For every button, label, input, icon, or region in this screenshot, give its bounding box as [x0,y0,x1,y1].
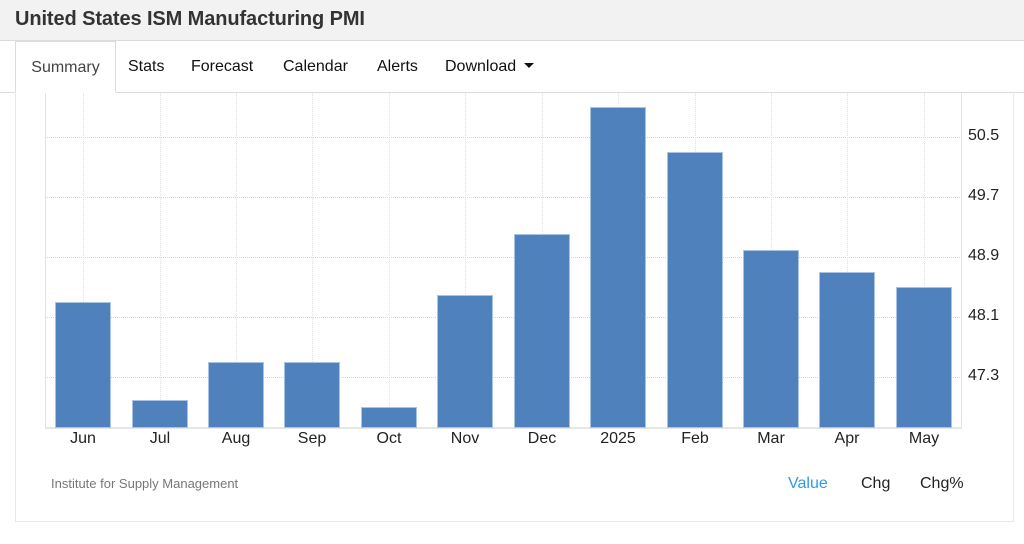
x-axis-label: May [908,430,940,447]
x-axis-label: Jun [70,430,96,447]
y-axis-label: 48.9 [968,247,1000,264]
toggle-chg[interactable]: Chg [861,475,891,492]
h-gridline [45,137,962,138]
h-gridline [45,377,962,378]
plot-area [45,93,962,429]
bar-may[interactable] [896,287,952,428]
chart-source: Institute for Supply Management [51,476,239,491]
h-gridline [45,197,962,198]
x-axis-label: Oct [376,430,402,447]
x-axis-label: Sep [297,430,327,447]
tab-label: Alerts [377,58,418,75]
bar-sep[interactable] [284,362,340,428]
bar-2025[interactable] [590,107,646,428]
v-gridline [924,93,925,428]
tab-calendar[interactable]: Calendar [283,41,348,92]
bar-apr[interactable] [819,272,875,428]
v-gridline [160,93,161,428]
y-axis-label: 47.3 [968,367,1000,384]
toggle-value[interactable]: Value [788,475,828,492]
tab-forecast[interactable]: Forecast [191,41,253,92]
bar-mar[interactable] [743,250,799,428]
v-gridline [83,93,84,428]
x-axis-label: Nov [450,430,480,447]
tab-label: Forecast [191,58,254,75]
tab-label: Download [445,58,517,75]
bar-feb[interactable] [667,152,723,428]
bar-jun[interactable] [55,302,111,428]
toggle-chg-percent[interactable]: Chg% [920,475,964,492]
bar-dec[interactable] [514,234,570,428]
bar-aug[interactable] [208,362,264,428]
tab-download[interactable]: Download [445,41,535,92]
tab-label: Summary [31,59,100,76]
y-axis-label: 49.7 [968,187,1000,204]
h-gridline [45,257,962,258]
v-gridline [236,93,237,428]
caret-down-icon [524,62,535,68]
h-gridline [45,317,962,318]
x-axis-label: 2025 [600,430,636,447]
tab-label: Calendar [283,58,348,75]
x-axis-label: Aug [221,430,251,447]
v-gridline [465,93,466,428]
x-axis-label: Mar [757,430,785,447]
v-gridline [847,93,848,428]
bar-nov[interactable] [437,295,493,428]
x-axis-label: Feb [681,430,709,447]
tab-stats[interactable]: Stats [128,41,164,92]
v-gridline [389,93,390,428]
tab-alerts[interactable]: Alerts [377,41,418,92]
tab-summary[interactable]: Summary [15,41,116,93]
page-title: United States ISM Manufacturing PMI [15,8,365,30]
title-bar: United States ISM Manufacturing PMI [0,0,1024,41]
bar-oct[interactable] [361,407,417,428]
x-axis-label: Dec [527,430,557,447]
y-axis-label: 48.1 [968,307,1000,324]
chart-panel [15,92,1014,522]
x-axis-label: Apr [834,430,860,447]
tab-label: Stats [128,58,165,75]
bar-jul[interactable] [132,400,188,428]
v-gridline [312,93,313,428]
x-axis-label: Jul [149,430,171,447]
y-axis-label: 50.5 [968,127,1000,144]
tab-bar: Summary Stats Forecast Calendar Alerts D… [0,41,1024,93]
